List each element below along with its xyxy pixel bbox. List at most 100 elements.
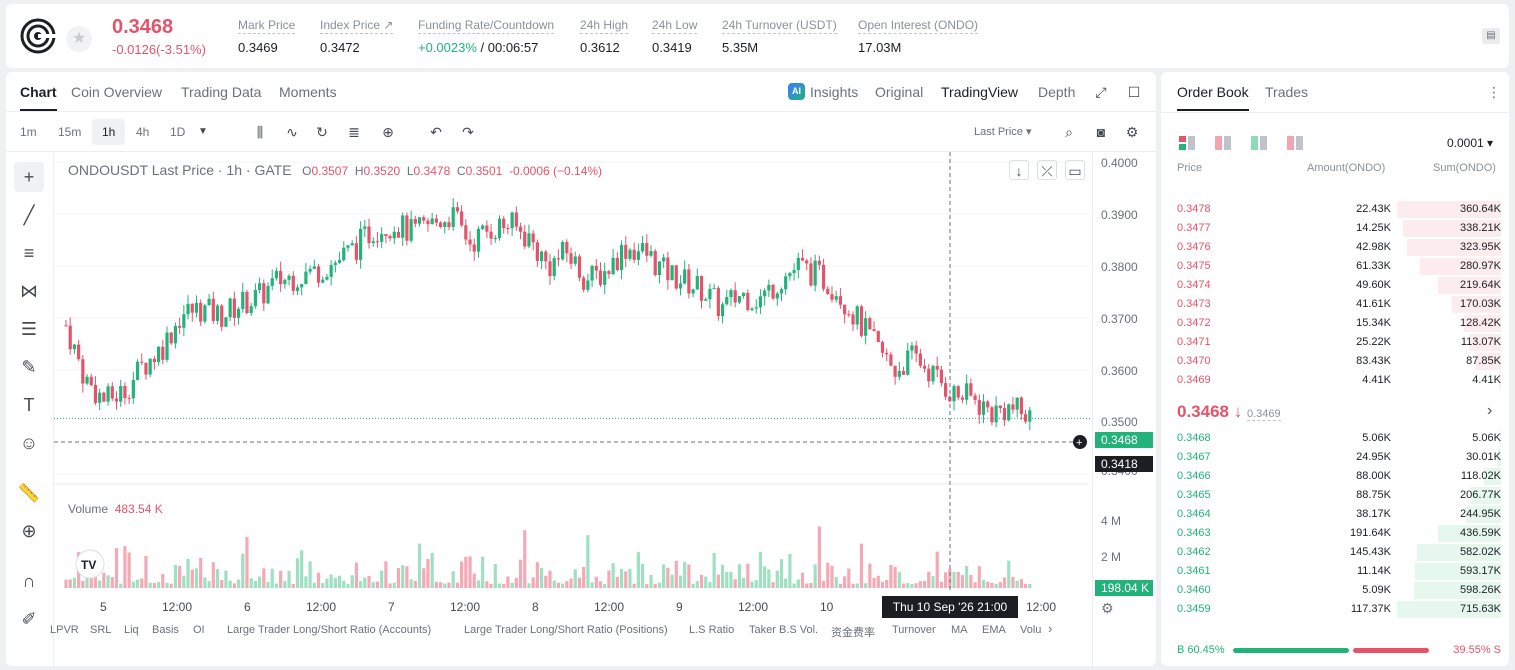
indicator-scroll-right-icon[interactable]: › (1048, 621, 1053, 636)
bid-row[interactable]: 0.3467 24.95K 30.01K (1161, 448, 1509, 467)
bid-row[interactable]: 0.3466 88.00K 118.02K (1161, 467, 1509, 486)
templates-icon[interactable]: ≣ (348, 124, 360, 140)
indicator-funding-rate[interactable]: 资金费率 (831, 627, 875, 639)
text-tool-icon[interactable]: T (23, 395, 35, 415)
price-source-select[interactable]: Last Price ▾ (974, 126, 1032, 138)
ask-row[interactable]: 0.3472 15.34K 128.42K (1161, 314, 1509, 333)
indicator-ls-accounts[interactable]: Large Trader Long/Short Ratio (Accounts) (227, 624, 432, 636)
candle-body (994, 405, 998, 423)
indicator-ls-positions[interactable]: Large Trader Long/Short Ratio (Positions… (464, 624, 668, 636)
ask-row[interactable]: 0.3470 83.43K 87.85K (1161, 352, 1509, 371)
book-depth-icon[interactable] (1287, 136, 1303, 150)
tab-tradingview[interactable]: TradingView (941, 84, 1019, 100)
tab-trades[interactable]: Trades (1265, 84, 1309, 100)
crosshair-icon[interactable]: + (14, 162, 44, 192)
ask-row[interactable]: 0.3475 61.33K 280.97K (1161, 257, 1509, 276)
indicator-turnover[interactable]: Turnover (892, 624, 936, 636)
candlestick-chart[interactable]: + TV (54, 152, 1090, 666)
ask-row[interactable]: 0.3469 4.41K 4.41K (1161, 371, 1509, 390)
timeframe-1m[interactable]: 1m (20, 125, 37, 139)
depth-bar (1452, 296, 1501, 313)
collapse-icon[interactable]: ⤫ (1037, 160, 1057, 180)
indicator-oi[interactable]: OI (193, 624, 205, 636)
bid-row[interactable]: 0.3464 38.17K 244.95K (1161, 505, 1509, 524)
indicator-lpvr[interactable]: LPVR (50, 624, 79, 636)
indicator-volume[interactable]: Volu (1020, 624, 1042, 636)
book-asks-icon[interactable] (1215, 136, 1231, 150)
ask-row[interactable]: 0.3478 22.43K 360.64K (1161, 200, 1509, 219)
indicator-ls-ratio[interactable]: L.S Ratio (689, 624, 735, 636)
indicators-icon[interactable]: ∿ (286, 124, 298, 140)
bid-row[interactable]: 0.3460 5.09K 598.26K (1161, 581, 1509, 600)
bid-row[interactable]: 0.3463 191.64K 436.59K (1161, 524, 1509, 543)
exchange-logo[interactable] (20, 18, 56, 54)
trendline-icon[interactable]: ╱ (23, 205, 35, 225)
undo-icon[interactable]: ↶ (430, 124, 442, 140)
tab-original[interactable]: Original (875, 84, 924, 100)
bid-row[interactable]: 0.3468 5.06K 5.06K (1161, 429, 1509, 448)
timeframe-1h[interactable]: 1h (92, 119, 126, 145)
timeframe-15m[interactable]: 15m (58, 125, 82, 139)
candle-type-icon[interactable]: ⫼ (256, 124, 264, 140)
tab-depth[interactable]: Depth (1038, 84, 1076, 100)
volume-bar (666, 567, 670, 588)
arrow-down-icon[interactable]: ↓ (1009, 160, 1029, 180)
redo-icon[interactable]: ↷ (462, 124, 474, 140)
bid-row[interactable]: 0.3462 145.43K 582.02K (1161, 543, 1509, 562)
bid-row[interactable]: 0.3461 11.14K 593.17K (1161, 562, 1509, 581)
fullscreen-icon[interactable]: ▭ (1065, 160, 1085, 180)
ask-row[interactable]: 0.3473 41.61K 170.03K (1161, 295, 1509, 314)
fib-retracement-icon[interactable]: ☰ (20, 319, 38, 339)
window-icon[interactable]: ☐ (1127, 84, 1141, 100)
timeframe-dropdown-icon[interactable]: ▼ (198, 126, 208, 137)
expand-icon[interactable]: ⤢ (1095, 84, 1107, 100)
volume-bar (662, 564, 666, 588)
ask-row[interactable]: 0.3476 42.98K 323.95K (1161, 238, 1509, 257)
crosshair-add-icon[interactable] (1073, 435, 1087, 450)
precision-select[interactable]: 0.0001 ▾ (1447, 136, 1494, 150)
bid-row[interactable]: 0.3459 117.37K 715.63K (1161, 600, 1509, 619)
tab-insights[interactable]: Insights (810, 84, 859, 100)
book-bids-icon[interactable] (1251, 136, 1267, 150)
bid-row[interactable]: 0.3465 88.75K 206.77K (1161, 486, 1509, 505)
brush-icon[interactable]: ✎ (21, 357, 37, 377)
emoji-icon[interactable]: ☺ (19, 433, 39, 453)
timeframe-4h[interactable]: 4h (136, 125, 150, 139)
tab-chart[interactable]: Chart (20, 84, 57, 111)
magnet-icon[interactable]: ∩ (22, 571, 36, 591)
axis-settings-icon[interactable]: ⚙ (1101, 600, 1114, 616)
ruler-icon[interactable]: 📏 (17, 483, 41, 503)
tab-coin-overview[interactable]: Coin Overview (71, 84, 163, 100)
screenshot-icon[interactable]: ◙ (1096, 124, 1106, 140)
ask-row[interactable]: 0.3471 25.22K 113.07K (1161, 333, 1509, 352)
tab-order-book[interactable]: Order Book (1177, 84, 1249, 111)
compare-icon[interactable]: ↻ (316, 124, 328, 140)
ask-row[interactable]: 0.3477 14.25K 338.21K (1161, 219, 1509, 238)
guide-book-icon[interactable]: ▤ (1482, 28, 1500, 44)
indicator-ema[interactable]: EMA (982, 624, 1006, 636)
book-both-icon[interactable] (1179, 136, 1195, 150)
settings-gear-icon[interactable]: ⚙ (1125, 124, 1139, 140)
ai-insights-icon[interactable]: AI (788, 83, 805, 100)
zoom-in-icon[interactable]: ⊕ (21, 521, 37, 541)
add-alert-icon[interactable]: ⊕ (382, 124, 394, 140)
search-icon[interactable]: ⌕ (1065, 124, 1073, 140)
favorite-star-icon[interactable]: ★ (66, 26, 92, 52)
indicator-taker-vol[interactable]: Taker B.S Vol. (749, 624, 819, 636)
more-options-icon[interactable]: ⋮ (1487, 84, 1501, 100)
ask-row[interactable]: 0.3474 49.60K 219.64K (1161, 276, 1509, 295)
pencil-lock-icon[interactable]: ✐ (21, 609, 37, 629)
tab-trading-data[interactable]: Trading Data (181, 84, 262, 100)
chevron-right-icon[interactable]: › (1487, 402, 1493, 419)
horizontal-lines-icon[interactable]: ≡ (23, 243, 35, 263)
tradingview-logo-icon[interactable] (75, 549, 105, 579)
indicator-ma[interactable]: MA (951, 624, 968, 636)
indicator-liq[interactable]: Liq (124, 624, 139, 636)
timeframe-1d[interactable]: 1D (170, 125, 186, 139)
indicator-srl[interactable]: SRL (90, 624, 112, 636)
stat-index-price[interactable]: Index Price ↗ 0.3472 (320, 18, 394, 55)
chart-toolbar: 1m 15m 1h 4h 1D ▼ ⫼ ∿ ↻ ≣ ⊕ ↶ ↷ Last Pri… (6, 112, 1156, 152)
indicator-basis[interactable]: Basis (152, 624, 179, 636)
pattern-icon[interactable]: ⋈ (20, 281, 38, 301)
tab-moments[interactable]: Moments (279, 84, 337, 100)
